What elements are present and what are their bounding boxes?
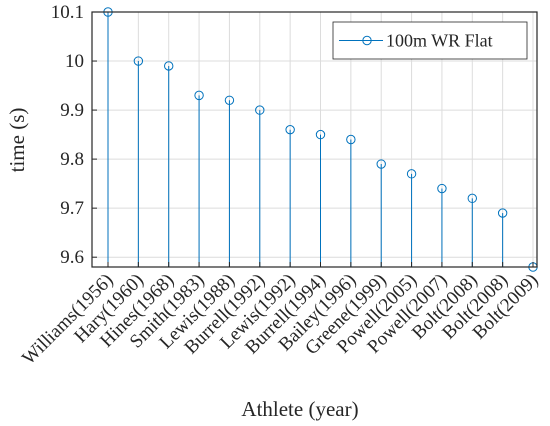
stem-marker	[437, 183, 447, 194]
y-tick-label: 9.8	[60, 149, 84, 170]
stem-series	[103, 7, 538, 272]
y-tick-label: 10	[65, 51, 84, 72]
y-tick-label: 9.7	[60, 198, 84, 219]
stem-marker	[497, 208, 508, 218]
stem-marker	[467, 193, 477, 204]
x-axis-label: Athlete (year)	[241, 397, 358, 421]
stem-marker	[406, 169, 417, 179]
y-tick-label: 9.9	[60, 100, 84, 121]
legend-label: 100m WR Flat	[386, 31, 493, 51]
stem-marker	[224, 95, 235, 105]
stem-marker	[285, 124, 295, 135]
stem-marker	[315, 129, 326, 140]
x-tick-labels: Williams(1956)Hary(1960)Hines(1968)Smith…	[18, 262, 543, 369]
stem-marker	[164, 61, 174, 71]
stem-marker	[255, 105, 265, 115]
legend: 100m WR Flat	[332, 21, 528, 60]
y-tick-label: 10.1	[51, 2, 84, 23]
y-tick-labels: 9.6 9.7 9.8 9.9 10 10.1	[51, 2, 97, 268]
y-tick-label: 9.6	[60, 247, 84, 268]
plot-frame	[91, 11, 538, 268]
y-axis-label: time (s)	[5, 108, 29, 173]
stem-marker	[376, 159, 386, 169]
stem-marker	[133, 56, 144, 66]
stem-marker	[194, 90, 204, 101]
stem-marker	[346, 134, 356, 145]
legend-marker-icon	[362, 35, 372, 46]
